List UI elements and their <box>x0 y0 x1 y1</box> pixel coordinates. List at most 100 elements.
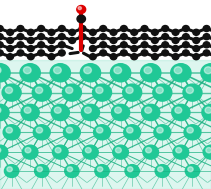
Circle shape <box>157 127 163 133</box>
Circle shape <box>27 46 34 52</box>
Circle shape <box>110 46 117 52</box>
Circle shape <box>66 127 73 133</box>
Circle shape <box>187 127 193 133</box>
Circle shape <box>7 54 14 60</box>
Circle shape <box>203 145 211 159</box>
Ellipse shape <box>52 74 68 79</box>
Ellipse shape <box>174 114 188 118</box>
Ellipse shape <box>35 133 49 137</box>
Ellipse shape <box>23 114 37 118</box>
Circle shape <box>17 26 24 32</box>
Ellipse shape <box>114 153 127 157</box>
Circle shape <box>0 26 3 32</box>
Ellipse shape <box>173 74 189 79</box>
Circle shape <box>2 84 21 101</box>
Circle shape <box>77 15 85 23</box>
Circle shape <box>35 165 49 177</box>
Circle shape <box>156 87 163 94</box>
Ellipse shape <box>0 74 8 79</box>
Ellipse shape <box>83 114 98 118</box>
Circle shape <box>64 125 80 140</box>
Circle shape <box>100 26 107 32</box>
Circle shape <box>183 34 189 40</box>
Ellipse shape <box>95 94 110 98</box>
Circle shape <box>35 87 43 94</box>
Circle shape <box>84 107 91 113</box>
Ellipse shape <box>65 133 79 137</box>
Ellipse shape <box>95 133 109 137</box>
Circle shape <box>66 87 73 94</box>
Circle shape <box>27 54 34 60</box>
Circle shape <box>162 42 169 48</box>
Circle shape <box>172 37 179 43</box>
Circle shape <box>203 26 210 32</box>
Circle shape <box>141 64 161 82</box>
Circle shape <box>111 104 130 121</box>
Ellipse shape <box>155 94 170 98</box>
Circle shape <box>193 46 200 52</box>
Circle shape <box>69 37 76 43</box>
Circle shape <box>206 148 211 153</box>
Circle shape <box>38 42 45 48</box>
Circle shape <box>110 64 131 82</box>
Circle shape <box>171 64 191 82</box>
Circle shape <box>17 42 24 48</box>
Circle shape <box>96 87 103 94</box>
Circle shape <box>172 29 179 35</box>
Circle shape <box>151 37 158 43</box>
Circle shape <box>115 107 122 113</box>
Circle shape <box>183 26 189 32</box>
Circle shape <box>141 42 148 48</box>
Circle shape <box>6 127 12 133</box>
Circle shape <box>202 104 211 121</box>
Circle shape <box>25 148 31 153</box>
Circle shape <box>193 37 200 43</box>
Circle shape <box>158 167 163 172</box>
Circle shape <box>0 34 3 40</box>
Circle shape <box>183 84 202 101</box>
Circle shape <box>7 167 12 172</box>
Circle shape <box>0 104 9 121</box>
Circle shape <box>97 167 103 172</box>
Circle shape <box>79 34 86 40</box>
Circle shape <box>79 26 86 32</box>
Circle shape <box>62 84 81 101</box>
Circle shape <box>203 42 210 48</box>
Circle shape <box>53 145 68 159</box>
Circle shape <box>120 26 127 32</box>
Ellipse shape <box>124 94 140 98</box>
Circle shape <box>0 42 3 48</box>
Ellipse shape <box>6 172 17 175</box>
Circle shape <box>114 67 122 74</box>
Ellipse shape <box>186 133 199 137</box>
Ellipse shape <box>5 133 18 137</box>
Circle shape <box>58 42 65 48</box>
Circle shape <box>145 107 152 113</box>
Circle shape <box>185 165 200 177</box>
Circle shape <box>127 127 133 133</box>
Circle shape <box>0 67 1 74</box>
Circle shape <box>120 50 127 56</box>
Circle shape <box>94 125 111 140</box>
Circle shape <box>67 167 73 172</box>
Ellipse shape <box>4 94 19 98</box>
Circle shape <box>38 34 45 40</box>
Ellipse shape <box>126 172 138 175</box>
Circle shape <box>184 125 201 140</box>
Circle shape <box>54 67 61 74</box>
Circle shape <box>131 29 138 35</box>
Circle shape <box>32 84 51 101</box>
Circle shape <box>123 84 142 101</box>
Ellipse shape <box>113 114 128 118</box>
Circle shape <box>33 125 50 140</box>
Circle shape <box>125 165 139 177</box>
Circle shape <box>58 34 65 40</box>
Circle shape <box>151 54 158 60</box>
Circle shape <box>48 46 55 52</box>
Circle shape <box>126 87 133 94</box>
Circle shape <box>205 107 211 113</box>
Circle shape <box>38 50 45 56</box>
Ellipse shape <box>54 153 66 157</box>
Circle shape <box>38 26 45 32</box>
Circle shape <box>113 145 128 159</box>
